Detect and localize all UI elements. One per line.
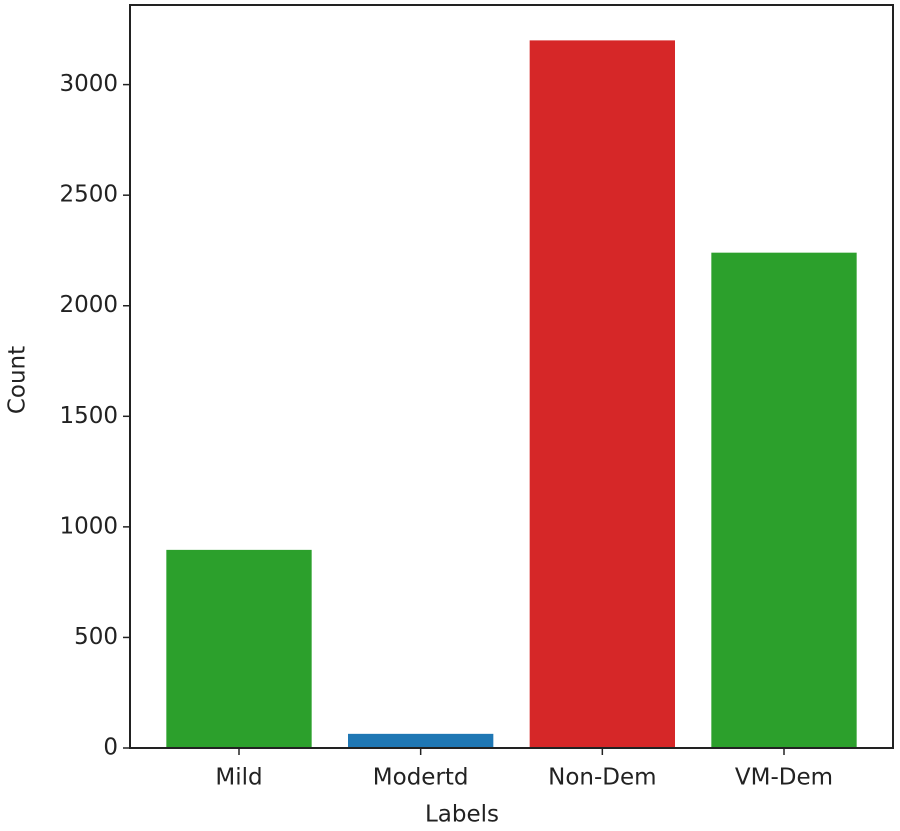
x-tick-label: Non-Dem — [548, 765, 656, 791]
bar — [711, 252, 857, 748]
bar — [166, 549, 312, 748]
x-axis-label: Labels — [425, 802, 499, 828]
x-tick-label: Mild — [215, 765, 262, 791]
y-tick-label: 0 — [103, 735, 118, 761]
x-tick-label: Modertd — [373, 765, 469, 791]
plot-frame — [129, 4, 894, 749]
y-tick-label: 1000 — [59, 513, 118, 539]
x-tick-label: VM-Dem — [735, 765, 833, 791]
y-tick-label: 2500 — [59, 182, 118, 208]
y-tick-label: 2000 — [59, 292, 118, 318]
bar — [348, 733, 494, 748]
y-tick-label: 500 — [74, 624, 118, 650]
y-axis-label: Count — [5, 346, 31, 414]
y-tick-label: 3000 — [59, 71, 118, 97]
bar — [529, 40, 675, 748]
y-tick-label: 1500 — [59, 403, 118, 429]
